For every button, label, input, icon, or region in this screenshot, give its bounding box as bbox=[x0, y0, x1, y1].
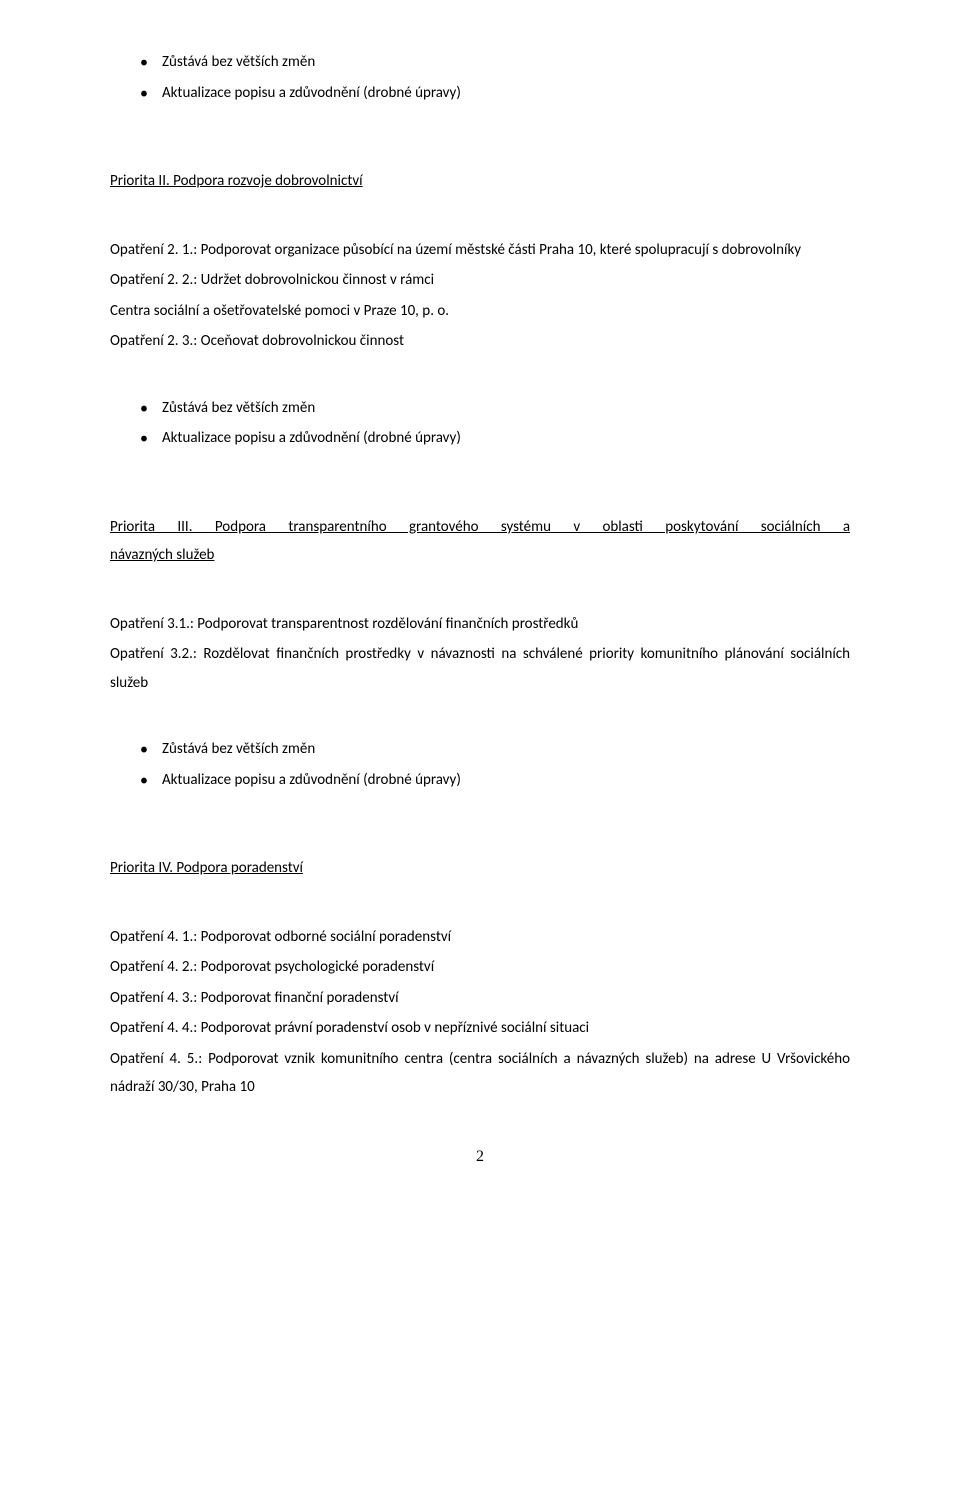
bullet-item: Aktualizace popisu a zdůvodnění (drobné … bbox=[140, 79, 850, 108]
opatreni-2-2-line2: Centra sociální a ošetřovatelské pomoci … bbox=[110, 297, 850, 326]
page-number: 2 bbox=[110, 1142, 850, 1172]
priority-3-heading-line1: Priorita III. Podpora transparentního gr… bbox=[110, 513, 850, 542]
opatreni-3-1: Opatření 3.1.: Podporovat transparentnos… bbox=[110, 610, 850, 639]
opatreni-2-3: Opatření 2. 3.: Oceňovat dobrovolnickou … bbox=[110, 327, 850, 356]
priority-3-heading: Priorita III. Podpora transparentního gr… bbox=[110, 513, 850, 570]
bullet-item: Zůstává bez větších změn bbox=[140, 394, 850, 423]
priority-3-heading-line2: návazných služeb bbox=[110, 541, 850, 570]
bullet-item: Aktualizace popisu a zdůvodnění (drobné … bbox=[140, 424, 850, 453]
opatreni-4-3: Opatření 4. 3.: Podporovat finanční pora… bbox=[110, 984, 850, 1013]
bullet-list-1: Zůstává bez větších změn Aktualizace pop… bbox=[110, 48, 850, 107]
bullet-list-2: Zůstává bez větších změn Aktualizace pop… bbox=[110, 394, 850, 453]
bullet-item: Aktualizace popisu a zdůvodnění (drobné … bbox=[140, 766, 850, 795]
bullet-list-3: Zůstává bez větších změn Aktualizace pop… bbox=[110, 735, 850, 794]
opatreni-4-5: Opatření 4. 5.: Podporovat vznik komunit… bbox=[110, 1045, 850, 1102]
opatreni-3-2: Opatření 3.2.: Rozdělovat finančních pro… bbox=[110, 640, 850, 697]
bullet-item: Zůstává bez větších změn bbox=[140, 48, 850, 77]
opatreni-4-2: Opatření 4. 2.: Podporovat psychologické… bbox=[110, 953, 850, 982]
bullet-item: Zůstává bez větších změn bbox=[140, 735, 850, 764]
opatreni-2-1: Opatření 2. 1.: Podporovat organizace pů… bbox=[110, 236, 850, 265]
opatreni-4-1: Opatření 4. 1.: Podporovat odborné sociá… bbox=[110, 923, 850, 952]
opatreni-2-2: Opatření 2. 2.: Udržet dobrovolnickou či… bbox=[110, 266, 850, 295]
opatreni-4-4: Opatření 4. 4.: Podporovat právní porade… bbox=[110, 1014, 850, 1043]
priority-4-heading: Priorita IV. Podpora poradenství bbox=[110, 854, 850, 883]
priority-2-heading: Priorita II. Podpora rozvoje dobrovolnic… bbox=[110, 167, 850, 196]
